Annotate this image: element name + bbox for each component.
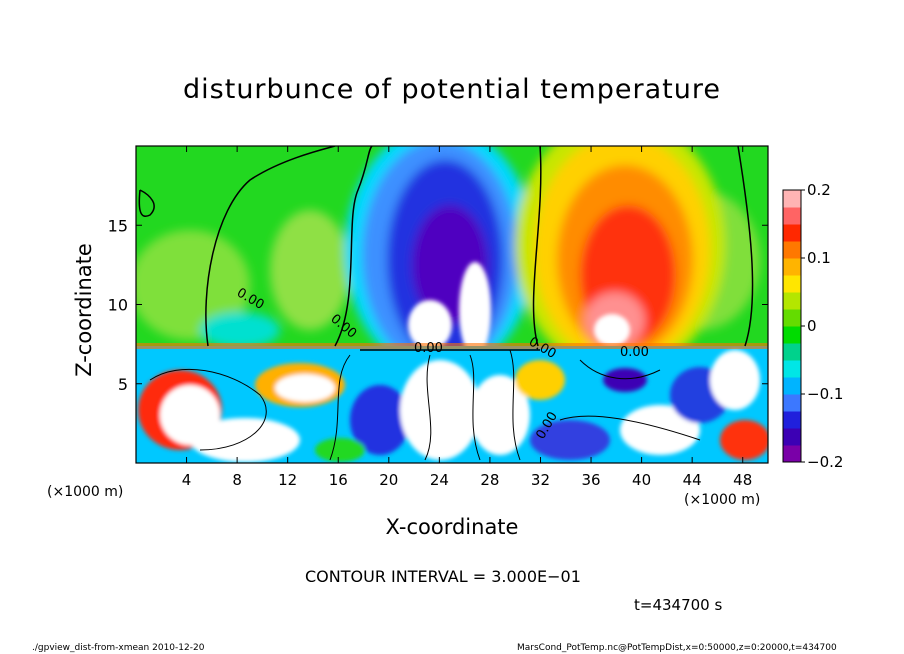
x-tick-label: 8 — [232, 471, 242, 489]
x-tick-label: 24 — [430, 471, 449, 489]
colorbar-segment — [783, 292, 801, 310]
x-axis-label: X-coordinate — [385, 515, 519, 539]
x-tick-label: 16 — [329, 471, 348, 489]
y-tick-label: 10 — [108, 296, 128, 315]
colorbar-segment — [783, 207, 801, 225]
x-unit-label-left: (×1000 m) — [47, 484, 124, 500]
y-axis-ticks: 5 10 15 — [108, 216, 768, 394]
colorbar-segment — [783, 360, 801, 378]
colorbar-segment — [783, 258, 801, 276]
colorbar-segment — [783, 377, 801, 395]
x-tick-label: 32 — [531, 471, 550, 489]
x-unit-label-right: (×1000 m) — [684, 492, 761, 508]
colorbar-segment — [783, 241, 801, 259]
colorbar-segment — [783, 428, 801, 446]
colorbar-segment — [783, 224, 801, 242]
colorbar-segment — [783, 309, 801, 327]
colorbar-segment — [783, 343, 801, 361]
colorbar-tick-label: 0 — [807, 317, 817, 335]
x-tick-label: 48 — [733, 471, 752, 489]
x-tick-label: 12 — [278, 471, 297, 489]
x-tick-label: 40 — [632, 471, 651, 489]
colorbar-tick-label: −0.1 — [807, 385, 843, 403]
colorbar-tick-label: 0.2 — [807, 181, 831, 199]
colorbar-segment — [783, 411, 801, 429]
chart-title: disturbunce of potential temperature — [183, 74, 721, 105]
footer-source: MarsCond_PotTemp.nc@PotTempDist,x=0:5000… — [517, 643, 837, 653]
colorbar: 0.2 0.1 0 −0.1 −0.2 — [782, 181, 843, 471]
x-tick-label: 4 — [182, 471, 192, 489]
colorbar-segment — [783, 190, 801, 208]
colorbar-tick-label: 0.1 — [807, 249, 831, 267]
colorbar-tick-label: −0.2 — [807, 453, 843, 471]
x-tick-label: 36 — [581, 471, 600, 489]
x-tick-label: 28 — [480, 471, 499, 489]
contour-label: 0.00 — [414, 341, 443, 356]
footer-command: ./gpview_dist-from-xmean 2010-12-20 — [32, 643, 205, 653]
x-tick-label: 20 — [379, 471, 398, 489]
time-label: t=434700 s — [634, 596, 723, 614]
colorbar-segment — [783, 394, 801, 412]
y-tick-label: 15 — [108, 216, 128, 235]
y-tick-label: 5 — [118, 375, 128, 394]
colorbar-segment — [783, 445, 801, 463]
colorbar-segment — [783, 275, 801, 293]
contour-label: 0.00 — [620, 345, 649, 360]
contour-interval-note: CONTOUR INTERVAL = 3.000E−01 — [305, 567, 581, 586]
x-tick-label: 44 — [683, 471, 702, 489]
colorbar-segment — [783, 326, 801, 344]
x-axis-ticks: 4 8 12 16 20 24 28 32 36 40 44 48 — [182, 146, 752, 489]
heatmap-field — [136, 146, 768, 463]
